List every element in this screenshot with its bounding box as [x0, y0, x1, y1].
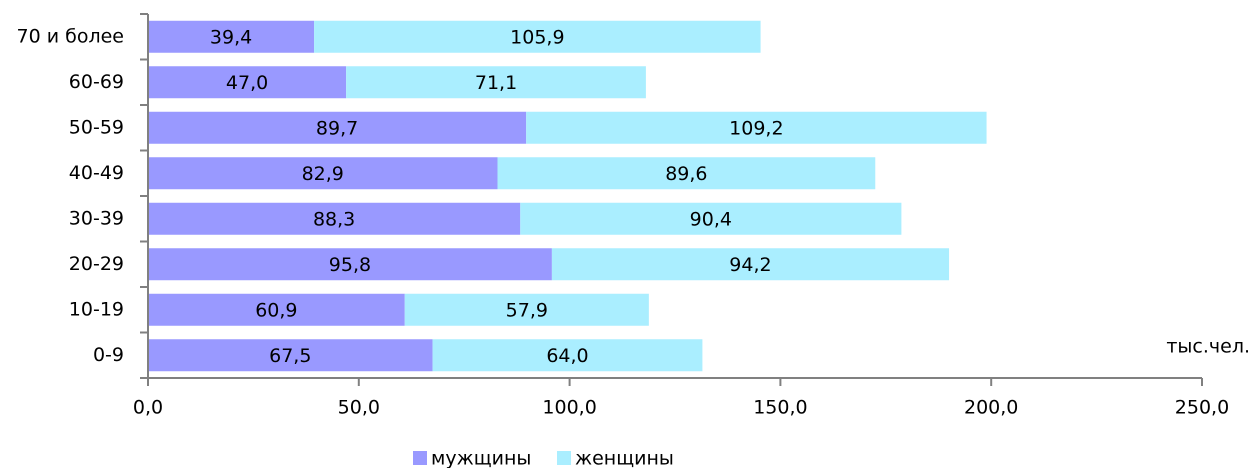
y-tick-label: 40-49: [69, 162, 124, 184]
data-label: 47,0: [226, 72, 268, 94]
data-label: 95,8: [329, 254, 371, 276]
legend-swatch: [413, 451, 427, 465]
y-tick-label: 0-9: [93, 344, 124, 366]
data-label: 82,9: [302, 163, 344, 185]
legend-label: женщины: [575, 448, 674, 468]
bar-segment: [148, 293, 405, 326]
x-tick-label: 250,0: [1175, 397, 1229, 419]
y-tick-label: 70 и более: [17, 25, 124, 47]
bar-segment: [346, 66, 646, 99]
x-tick-label: 100,0: [542, 397, 596, 419]
bar-segment: [148, 111, 527, 144]
bar-segment: [148, 248, 552, 281]
data-label: 64,0: [546, 345, 588, 367]
data-label: 94,2: [729, 254, 771, 276]
bar-segment: [148, 66, 347, 99]
bar-segment: [497, 157, 876, 190]
data-label: 88,3: [313, 208, 355, 230]
y-tick-label: 50-59: [69, 116, 124, 138]
bar-segment: [551, 248, 950, 281]
data-label: 71,1: [475, 72, 517, 94]
bar-segment: [404, 293, 649, 326]
legend-swatch: [557, 451, 571, 465]
data-label: 109,2: [729, 117, 783, 139]
bar-segment: [148, 339, 433, 372]
bar-segment: [520, 202, 902, 235]
x-tick-label: 150,0: [753, 397, 807, 419]
y-tick-label: 30-39: [69, 207, 124, 229]
data-label: 105,9: [510, 26, 564, 48]
bar-segment: [432, 339, 703, 372]
data-label: 60,9: [255, 299, 297, 321]
data-label: 89,7: [316, 117, 358, 139]
x-tick-label: 0,0: [133, 397, 163, 419]
bar-segment: [526, 111, 987, 144]
y-tick-label: 60-69: [69, 71, 124, 93]
data-label: 89,6: [665, 163, 707, 185]
bar-segment: [314, 20, 761, 53]
data-label: 57,9: [506, 299, 548, 321]
y-tick-label: 20-29: [69, 253, 124, 275]
x-axis-label: тыс.чел.: [1166, 336, 1250, 358]
x-tick-label: 50,0: [338, 397, 380, 419]
x-tick-label: 200,0: [964, 397, 1018, 419]
data-label: 90,4: [690, 208, 732, 230]
bar-segment: [148, 20, 315, 53]
legend-label: мужщины: [431, 448, 531, 468]
data-label: 67,5: [269, 345, 311, 367]
bar-segment: [148, 202, 521, 235]
bar-segment: [148, 157, 498, 190]
data-label: 39,4: [210, 26, 252, 48]
y-tick-label: 10-19: [69, 298, 124, 320]
